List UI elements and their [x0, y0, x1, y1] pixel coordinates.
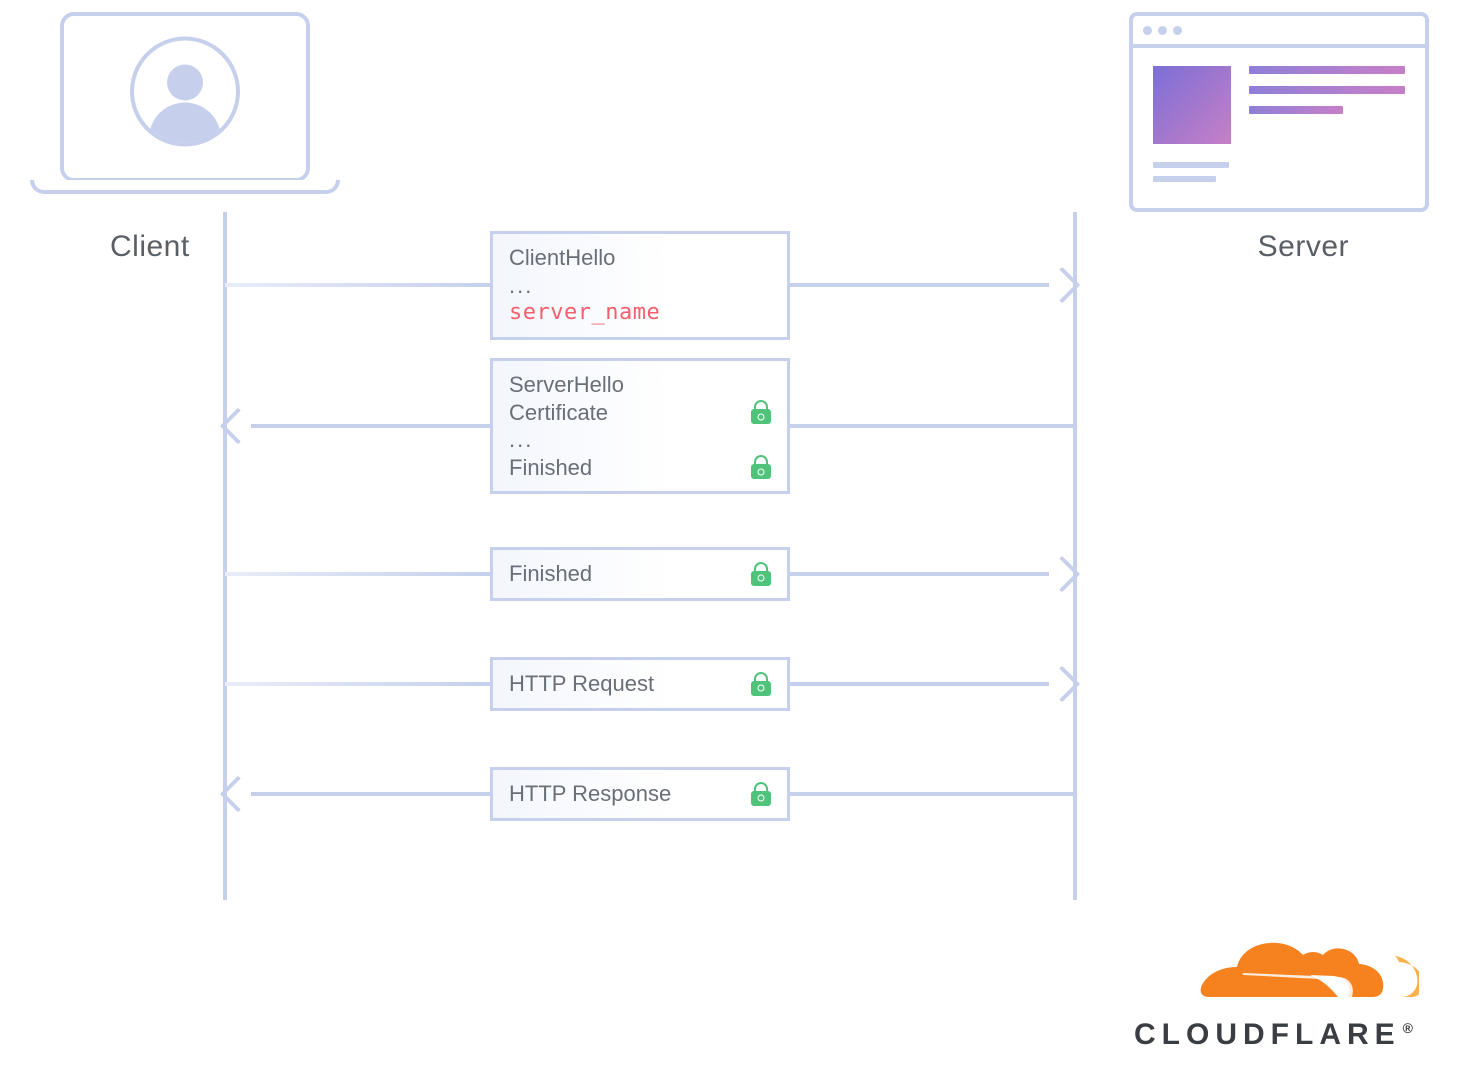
message-box: Finished: [490, 547, 790, 601]
message-text: ...: [509, 426, 533, 454]
arrow-right-icon: [1049, 561, 1075, 587]
server-label: Server: [1258, 230, 1349, 264]
server-icon: [1129, 12, 1429, 212]
logo-registered: ®: [1403, 1020, 1419, 1036]
message-text: HTTP Request: [509, 670, 654, 698]
lock-icon: [751, 455, 771, 479]
arrow-right-icon: [1049, 671, 1075, 697]
client-icon: [30, 12, 340, 212]
message-client-hello: ClientHello...server_name: [225, 231, 1075, 340]
message-box: ServerHelloCertificate...Finished: [490, 358, 790, 494]
arrow-right-icon: [1049, 272, 1075, 298]
message-text: ...: [509, 272, 533, 300]
message-box: HTTP Response: [490, 767, 790, 821]
lock-icon: [751, 672, 771, 696]
message-box: ClientHello...server_name: [490, 231, 790, 340]
sequence-diagram: Client Server ClientHello...server_nameS…: [0, 0, 1459, 1080]
message-server-hello: ServerHelloCertificate...Finished: [225, 358, 1075, 494]
logo-text: CLOUDFLARE: [1134, 1018, 1401, 1051]
message-text: HTTP Response: [509, 780, 671, 808]
message-client-finished: Finished: [225, 547, 1075, 601]
message-text: Certificate: [509, 399, 608, 427]
message-http-request: HTTP Request: [225, 657, 1075, 711]
lock-icon: [751, 400, 771, 424]
lock-icon: [751, 562, 771, 586]
arrow-left-icon: [225, 781, 251, 807]
message-text: Finished: [509, 560, 592, 588]
message-text: ServerHello: [509, 371, 624, 399]
lock-icon: [751, 782, 771, 806]
arrow-left-icon: [225, 413, 251, 439]
message-http-response: HTTP Response: [225, 767, 1075, 821]
message-text: ClientHello: [509, 244, 615, 272]
cloudflare-logo: CLOUDFLARE®: [1134, 942, 1419, 1052]
client-label: Client: [110, 230, 190, 264]
message-text: Finished: [509, 454, 592, 482]
message-text: server_name: [509, 299, 660, 327]
message-box: HTTP Request: [490, 657, 790, 711]
